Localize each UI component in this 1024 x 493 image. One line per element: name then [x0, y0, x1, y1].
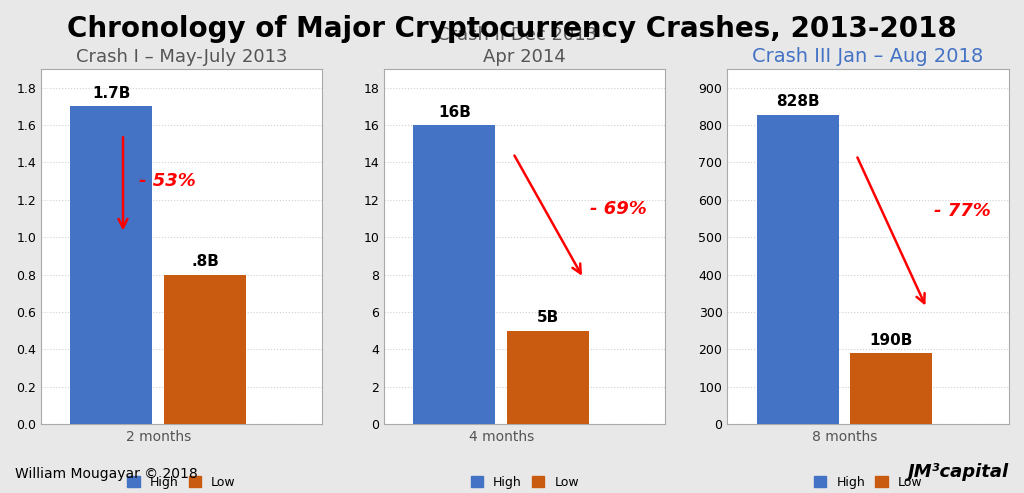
Text: 190B: 190B — [869, 333, 913, 348]
Title: Crash I – May-July 2013: Crash I – May-July 2013 — [76, 48, 288, 66]
Text: 5B: 5B — [538, 310, 559, 325]
Bar — [164, 275, 246, 424]
Title: Crash III Jan – Aug 2018: Crash III Jan – Aug 2018 — [753, 47, 984, 66]
Bar — [507, 331, 589, 424]
Bar — [414, 125, 496, 424]
Bar — [757, 114, 839, 424]
Text: 16B: 16B — [438, 105, 471, 120]
Legend: High, Low: High, Low — [471, 476, 579, 489]
Text: JM³capital: JM³capital — [907, 462, 1009, 481]
Text: - 77%: - 77% — [934, 202, 990, 220]
Text: 1.7B: 1.7B — [92, 86, 130, 101]
Text: Chronology of Major Cryptocurrency Crashes, 2013-2018: Chronology of Major Cryptocurrency Crash… — [68, 15, 956, 43]
Legend: High, Low: High, Low — [814, 476, 923, 489]
Bar — [850, 353, 933, 424]
Text: William Mougayar © 2018: William Mougayar © 2018 — [15, 467, 198, 481]
Text: - 69%: - 69% — [591, 200, 647, 218]
Title: Crash II Dec 2013 –
Apr 2014: Crash II Dec 2013 – Apr 2014 — [437, 26, 612, 66]
Text: - 53%: - 53% — [139, 172, 197, 190]
Text: .8B: .8B — [191, 254, 219, 269]
Legend: High, Low: High, Low — [127, 476, 236, 489]
Text: 828B: 828B — [776, 94, 819, 109]
Bar — [71, 106, 153, 424]
